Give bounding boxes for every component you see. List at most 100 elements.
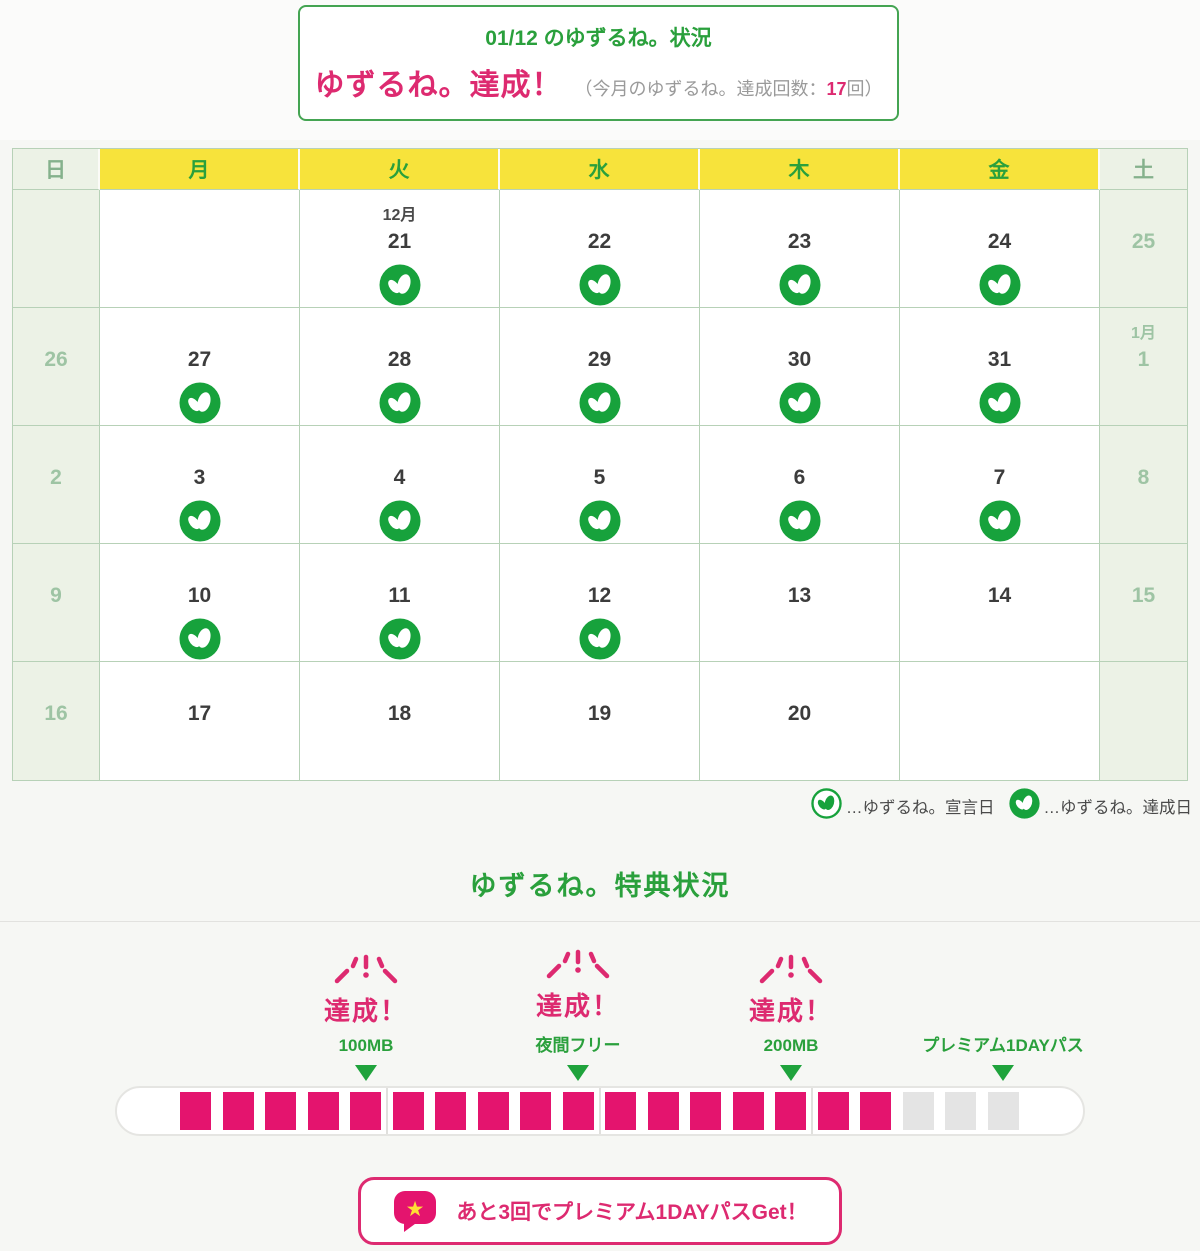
calendar-cell: 25 (1100, 190, 1187, 308)
cell-day-number: 1 (1137, 348, 1150, 371)
progress-segment-filled (605, 1092, 636, 1130)
legend-label: …ゆずるね。達成日 (1043, 799, 1193, 817)
cell-day-number: 18 (387, 702, 412, 725)
sprout-achieved-icon (379, 264, 421, 306)
sprout-achieved-icon (979, 264, 1021, 306)
cell-day-number: 25 (1131, 230, 1156, 253)
progress-segment-filled (307, 1092, 339, 1130)
cell-day-number: 31 (987, 348, 1012, 371)
sprout-achieved-icon (179, 500, 221, 542)
calendar-header-0: 日 (13, 149, 100, 190)
cell-month-label: 12月 (382, 207, 417, 224)
achieved-count: 17 (826, 79, 847, 99)
calendar-cell (13, 190, 100, 308)
calendar-cell: 12月 21 (300, 190, 500, 308)
calendar-cell: 31 (900, 308, 1100, 426)
calendar-cell: 26 (13, 308, 100, 426)
cell-day-number: 26 (44, 348, 68, 371)
calendar-cell: 28 (300, 308, 500, 426)
status-note-suffix: 回） (846, 79, 883, 99)
cell-day-number: 28 (387, 348, 412, 371)
calendar-cell: 22 (500, 190, 700, 308)
cell-day-number: 27 (187, 348, 212, 371)
segment-group-divider (599, 1088, 601, 1134)
milestone-marker-icon (567, 1065, 589, 1081)
calendar-header-6: 土 (1100, 149, 1187, 190)
sprout-achieved-icon (579, 264, 621, 306)
calendar-cell: 23 (700, 190, 900, 308)
cell-day-number: 30 (787, 348, 812, 371)
status-result: ゆずるね。達成！ (314, 69, 563, 102)
progress-segment-empty (945, 1092, 976, 1130)
calendar-header-3: 水 (500, 149, 700, 190)
milestone-夜間フリー: 達成！ 夜間フリー (468, 947, 688, 1081)
cell-day-number: 14 (987, 584, 1012, 607)
calendar-cell: 4 (300, 426, 500, 544)
milestone-marker-icon (780, 1065, 802, 1081)
calendar-cell: 24 (900, 190, 1100, 308)
progress-segment-filled (732, 1092, 764, 1130)
sprout-achieved-icon (779, 382, 821, 424)
milestone-label: 200MB (763, 1036, 819, 1055)
progress-segment-filled (180, 1092, 211, 1130)
milestone-marker-icon (992, 1065, 1014, 1081)
sprout-achieved-icon (779, 500, 821, 542)
progress-segment-filled (860, 1092, 891, 1130)
calendar-cell (1100, 662, 1187, 780)
cell-day-number: 3 (193, 466, 206, 489)
calendar-cell: 1月 1 (1100, 308, 1187, 426)
next-reward-message-card: ★ あと3回でプレミアム1DAYパスGet！ (358, 1177, 842, 1245)
calendar-cell: 11 (300, 544, 500, 662)
sprout-achieved-icon (979, 500, 1021, 542)
progress-segment-filled (520, 1092, 551, 1130)
calendar-header-5: 金 (900, 149, 1100, 190)
sprout-achieved-icon (979, 382, 1021, 424)
segment-group-divider (386, 1088, 388, 1134)
cell-day-number: 9 (50, 584, 62, 607)
calendar-cell: 10 (100, 544, 300, 662)
progress-segment-filled (817, 1092, 849, 1130)
progress-segment-filled (477, 1092, 509, 1130)
sprout-achieved-icon (379, 618, 421, 660)
milestone-200MB: 達成！ 200MB (681, 947, 901, 1081)
milestone-achieved-badge: 達成！ (323, 996, 408, 1026)
celebration-burst-icon (538, 949, 618, 984)
progress-segment-filled (392, 1092, 424, 1130)
cell-day-number: 10 (187, 584, 212, 607)
calendar-cell: 18 (300, 662, 500, 780)
status-title: 01/12 のゆずるね。状況 (485, 27, 712, 50)
cell-day-number: 19 (587, 702, 612, 725)
cell-day-number: 8 (1137, 466, 1150, 489)
status-note: （今月のゆずるね。達成回数：17回） (574, 75, 882, 101)
progress-segment-filled (222, 1092, 254, 1130)
sprout-achieved-icon (579, 382, 621, 424)
milestone-achieved-badge: 達成！ (748, 996, 833, 1026)
milestone-label: 夜間フリー (535, 1036, 621, 1055)
next-reward-message: あと3回でプレミアム1DAYパスGet！ (456, 1201, 808, 1224)
calendar-cell: 2 (13, 426, 100, 544)
milestone-marker-icon (355, 1065, 377, 1081)
sprout-achieved-icon (379, 382, 421, 424)
speech-bubble-star-icon: ★ (392, 1186, 438, 1237)
cell-day-number: 7 (993, 466, 1006, 489)
calendar-cell: 5 (500, 426, 700, 544)
rewards-heading: ゆずるね。特典状況 (469, 871, 731, 901)
calendar-header-2: 火 (300, 149, 500, 190)
calendar-cell: 7 (900, 426, 1100, 544)
cell-day-number: 23 (787, 230, 812, 253)
cell-day-number: 13 (787, 584, 812, 607)
progress-segments (180, 1092, 1019, 1130)
progress-segment-filled (775, 1092, 806, 1130)
sprout-achieved-icon (179, 618, 221, 660)
cell-day-number: 22 (587, 230, 612, 253)
milestone-label: 100MB (338, 1036, 394, 1055)
sprout-achieved-icon (579, 618, 621, 660)
legend-label: …ゆずるね。宣言日 (846, 799, 995, 817)
milestone-achieved-badge: 達成！ (535, 991, 620, 1021)
calendar-header-4: 木 (700, 149, 900, 190)
calendar-cell: 19 (500, 662, 700, 780)
yuzurune-calendar: 日月火水木金土 12月 21 22 23 24 25 26 27 28 29 30 31 1月 1 2 3 4 5 6… (12, 148, 1188, 781)
calendar-cell: 20 (700, 662, 900, 780)
status-card: 01/12 のゆずるね。状況 ゆずるね。達成！ （今月のゆずるね。達成回数：17… (298, 5, 899, 121)
